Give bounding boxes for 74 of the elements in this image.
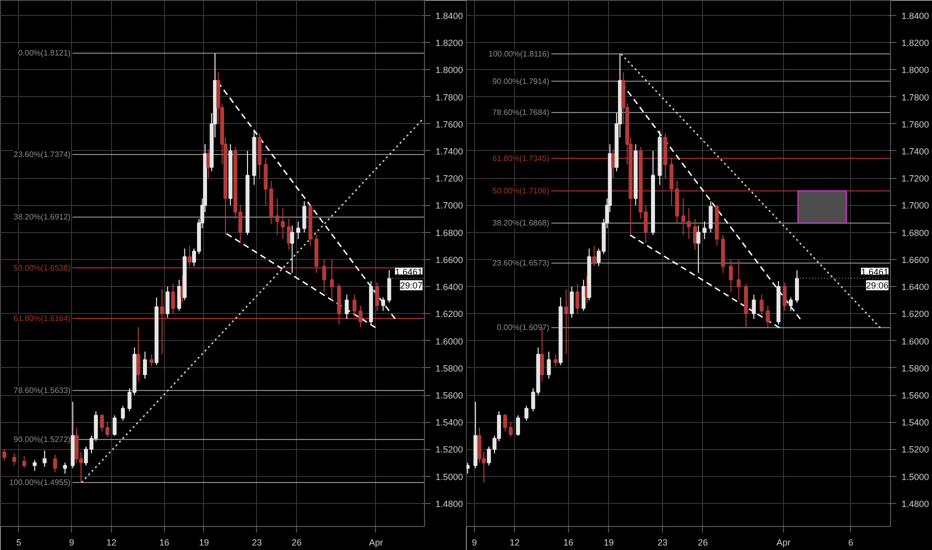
ref-line-label: 38.20%(1.6868): [492, 218, 550, 228]
y-tick-label: 1.7200: [436, 174, 464, 184]
ref-line-label: 78.60%(1.5633): [14, 386, 71, 396]
y-tick-label: 1.7600: [436, 119, 464, 130]
ref-line-label: 100.00%(1.8116): [488, 49, 550, 58]
y-tick-label: 1.8000: [902, 65, 930, 76]
x-tick-label: 5: [16, 538, 22, 548]
y-tick-label: 1.5200: [902, 444, 930, 455]
y-tick-label: 1.5200: [436, 444, 464, 455]
y-tick-label: 1.6600: [902, 254, 930, 265]
x-tick-label: Apr: [776, 538, 791, 548]
annotation: 29:07: [400, 280, 423, 290]
ref-line-label: 90.00%(1.7914): [492, 76, 550, 86]
x-tick-label: 26: [292, 538, 302, 548]
ref-line-label: 23.60%(1.7374): [14, 150, 71, 160]
ref-line-label: 61.80%(1.7345): [492, 154, 550, 163]
y-tick-label: 1.7800: [436, 92, 464, 102]
ref-line-label: 0.00%(1.6097): [496, 323, 550, 332]
y-tick-label: 1.5400: [436, 418, 464, 428]
x-tick-label: 16: [563, 538, 574, 548]
y-tick-label: 1.6000: [436, 336, 464, 346]
x-tick-label: Apr: [368, 538, 383, 548]
annotation: 1.6461: [860, 266, 889, 277]
y-tick-label: 1.4800: [436, 498, 464, 509]
x-tick-label: 12: [106, 538, 116, 548]
ref-line-label: 90.00%(1.5272): [14, 434, 71, 444]
y-tick-label: 1.7800: [902, 92, 930, 102]
x-tick-label: 16: [159, 538, 170, 548]
y-tick-label: 1.5600: [902, 390, 930, 400]
y-tick-label: 1.8200: [902, 38, 930, 48]
y-tick-label: 1.4800: [902, 498, 930, 509]
y-tick-label: 1.7200: [902, 174, 930, 184]
y-tick-label: 1.8400: [436, 10, 464, 21]
y-tick-label: 1.5800: [902, 363, 930, 374]
y-tick-label: 1.6200: [902, 309, 930, 320]
y-tick-label: 1.6800: [436, 228, 464, 238]
ref-line-label: 61.80%(1.6164): [14, 314, 71, 324]
x-tick-label: 9: [472, 538, 477, 548]
y-tick-label: 1.6000: [902, 336, 930, 346]
y-tick-label: 1.7400: [902, 146, 930, 156]
x-tick-label: 23: [252, 538, 262, 548]
annotation: 1.6461: [394, 266, 423, 277]
y-tick-label: 1.5800: [436, 363, 464, 374]
y-tick-label: 1.7000: [902, 200, 930, 211]
y-tick-label: 1.8000: [436, 65, 464, 76]
y-tick-label: 1.8200: [436, 38, 464, 48]
y-tick-label: 1.5000: [436, 472, 464, 482]
y-tick-label: 1.6200: [436, 309, 464, 320]
x-tick-label: 23: [658, 538, 668, 548]
y-tick-label: 1.7000: [436, 200, 464, 211]
x-tick-label: 19: [198, 538, 209, 548]
y-tick-label: 1.5600: [436, 390, 464, 400]
annotation: 29:06: [866, 280, 889, 290]
ref-line-label: 38.20%(1.6912): [14, 212, 71, 222]
y-tick-label: 1.7400: [436, 146, 464, 156]
y-tick-label: 1.5000: [902, 472, 930, 482]
ref-line-label: 78.60%(1.7684): [492, 108, 550, 117]
ref-line-label: 23.60%(1.6573): [492, 258, 550, 268]
y-tick-label: 1.7600: [902, 119, 930, 130]
ref-line-label: 50.00%(1.7106): [492, 186, 550, 196]
y-tick-label: 1.6600: [436, 254, 464, 265]
x-tick-label: 9: [69, 538, 74, 548]
y-tick-label: 1.6400: [902, 282, 930, 292]
ref-line-label: 0.00%(1.8121): [18, 48, 71, 58]
x-tick-label: 19: [604, 538, 614, 548]
y-tick-label: 1.6800: [902, 228, 930, 238]
y-tick-label: 1.6400: [436, 282, 464, 292]
x-tick-label: 6: [848, 538, 854, 548]
ref-line-label: 100.00%(1.4955): [9, 478, 71, 487]
x-tick-label: 12: [510, 538, 520, 548]
y-tick-label: 1.5400: [902, 418, 930, 428]
ref-line-label: 50.00%(1.6538): [14, 263, 71, 272]
y-tick-label: 1.8400: [902, 10, 930, 21]
x-tick-label: 26: [698, 538, 708, 548]
